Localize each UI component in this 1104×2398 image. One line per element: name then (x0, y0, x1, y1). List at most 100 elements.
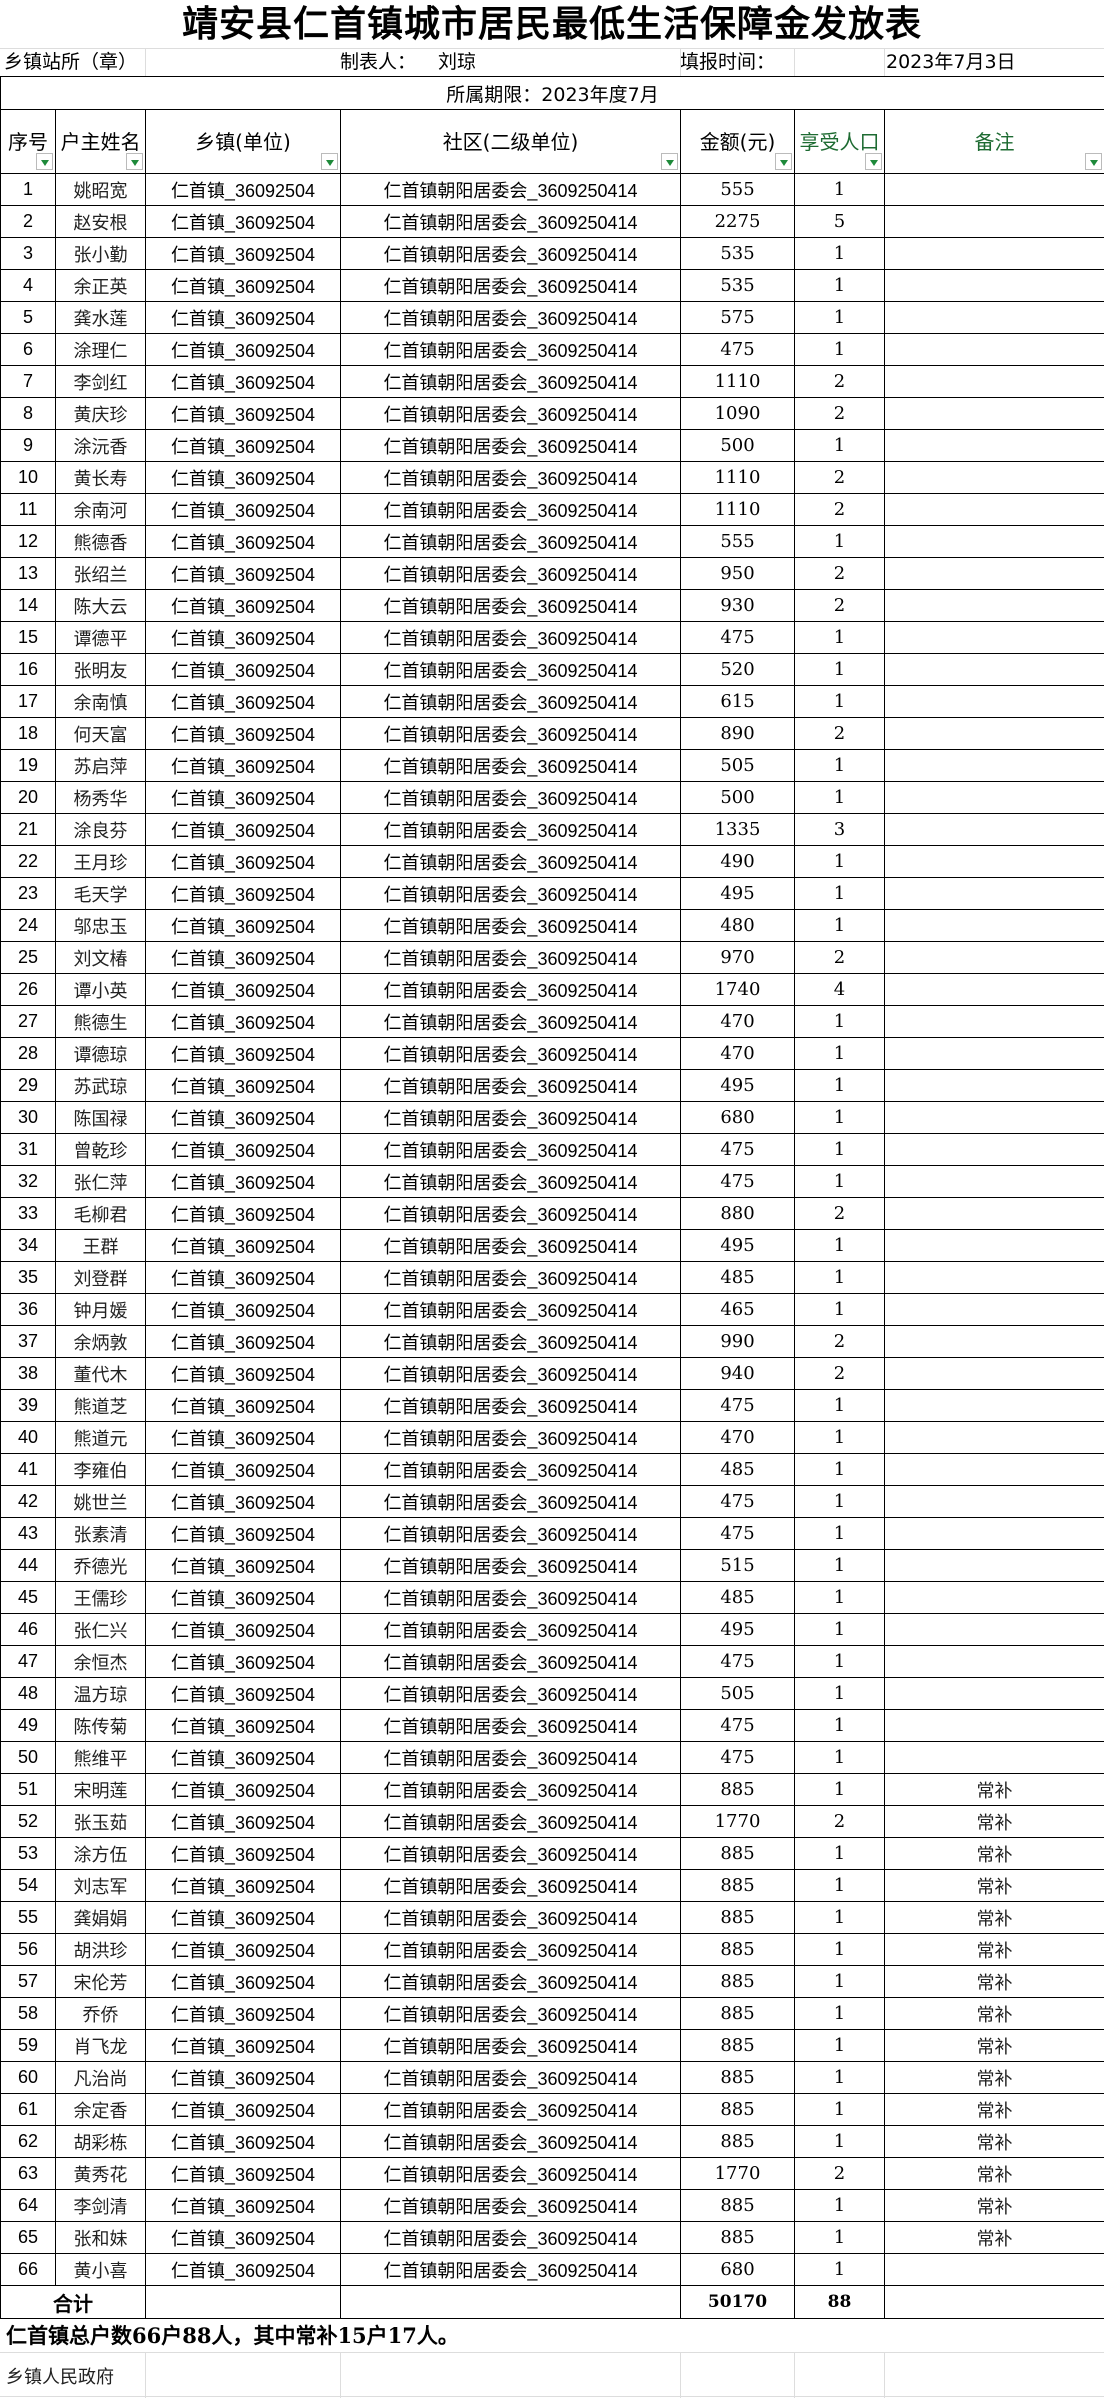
header-name[interactable]: 户主姓名 (56, 110, 146, 174)
town-cell: 仁首镇_36092504 (146, 270, 341, 302)
filter-dropdown-icon[interactable] (36, 153, 53, 170)
amount-cell: 1110 (681, 462, 795, 494)
row-number: 34 (1, 1230, 56, 1262)
householder-name: 何天富 (56, 718, 146, 750)
remark-cell (885, 1582, 1104, 1614)
amount-cell: 885 (681, 2190, 795, 2222)
remark-cell (885, 1166, 1104, 1198)
householder-name: 余炳敦 (56, 1326, 146, 1358)
community-cell: 仁首镇朝阳居委会_3609250414 (341, 1998, 681, 2030)
town-cell: 仁首镇_36092504 (146, 238, 341, 270)
householder-name: 黄庆珍 (56, 398, 146, 430)
town-cell: 仁首镇_36092504 (146, 206, 341, 238)
header-label: 社区(二级单位) (443, 130, 579, 154)
community-cell: 仁首镇朝阳居委会_3609250414 (341, 974, 681, 1006)
row-number: 30 (1, 1102, 56, 1134)
period-cell: 所属期限：2023年度7月 (1, 77, 1104, 110)
row-number: 52 (1, 1806, 56, 1838)
amount-cell: 490 (681, 846, 795, 878)
row-number: 36 (1, 1294, 56, 1326)
persons-cell: 1 (795, 1038, 885, 1070)
amount-cell: 1740 (681, 974, 795, 1006)
filter-dropdown-icon[interactable] (321, 153, 338, 170)
row-number: 2 (1, 206, 56, 238)
remark-cell (885, 1230, 1104, 1262)
persons-cell: 1 (795, 526, 885, 558)
remark-cell (885, 942, 1104, 974)
community-cell: 仁首镇朝阳居委会_3609250414 (341, 2126, 681, 2158)
header-no[interactable]: 序号 (1, 110, 56, 174)
community-cell: 仁首镇朝阳居委会_3609250414 (341, 1230, 681, 1262)
town-cell: 仁首镇_36092504 (146, 1678, 341, 1710)
town-cell: 仁首镇_36092504 (146, 782, 341, 814)
header-amount[interactable]: 金额(元) (681, 110, 795, 174)
persons-cell: 1 (795, 1166, 885, 1198)
filter-dropdown-icon[interactable] (661, 153, 678, 170)
community-cell: 仁首镇朝阳居委会_3609250414 (341, 1518, 681, 1550)
row-number: 66 (1, 2254, 56, 2286)
community-cell: 仁首镇朝阳居委会_3609250414 (341, 814, 681, 846)
persons-cell: 1 (795, 270, 885, 302)
filter-dropdown-icon[interactable] (1085, 153, 1102, 170)
row-number: 4 (1, 270, 56, 302)
header-remark[interactable]: 备注 (885, 110, 1104, 174)
town-cell: 仁首镇_36092504 (146, 302, 341, 334)
filter-dropdown-icon[interactable] (865, 153, 882, 170)
householder-name: 余南河 (56, 494, 146, 526)
town-cell: 仁首镇_36092504 (146, 1518, 341, 1550)
town-cell: 仁首镇_36092504 (146, 1614, 341, 1646)
row-number: 47 (1, 1646, 56, 1678)
community-cell: 仁首镇朝阳居委会_3609250414 (341, 1934, 681, 1966)
row-number: 13 (1, 558, 56, 590)
header-persons[interactable]: 享受人口 (795, 110, 885, 174)
filter-dropdown-icon[interactable] (126, 153, 143, 170)
amount-cell: 500 (681, 430, 795, 462)
amount-cell: 505 (681, 750, 795, 782)
persons-cell: 1 (795, 1390, 885, 1422)
header-town[interactable]: 乡镇(单位) (146, 110, 341, 174)
amount-cell: 520 (681, 654, 795, 686)
householder-name: 熊德生 (56, 1006, 146, 1038)
amount-cell: 480 (681, 910, 795, 942)
community-cell: 仁首镇朝阳居委会_3609250414 (341, 1646, 681, 1678)
persons-cell: 1 (795, 2222, 885, 2254)
householder-name: 龚水莲 (56, 302, 146, 334)
persons-cell: 1 (795, 1262, 885, 1294)
amount-cell: 485 (681, 1262, 795, 1294)
row-number: 14 (1, 590, 56, 622)
town-cell: 仁首镇_36092504 (146, 1934, 341, 1966)
community-cell: 仁首镇朝阳居委会_3609250414 (341, 1006, 681, 1038)
householder-name: 胡洪珍 (56, 1934, 146, 1966)
row-number: 10 (1, 462, 56, 494)
amount-cell: 475 (681, 334, 795, 366)
persons-cell: 4 (795, 974, 885, 1006)
householder-name: 黄小喜 (56, 2254, 146, 2286)
total-label: 合计 (1, 2286, 146, 2319)
row-number: 50 (1, 1742, 56, 1774)
householder-name: 黄长寿 (56, 462, 146, 494)
remark-cell (885, 1710, 1104, 1742)
householder-name: 李剑清 (56, 2190, 146, 2222)
remark-cell (885, 1390, 1104, 1422)
remark-cell (885, 302, 1104, 334)
remark-cell (885, 1262, 1104, 1294)
persons-cell: 1 (795, 1902, 885, 1934)
row-number: 17 (1, 686, 56, 718)
amount-cell: 475 (681, 1486, 795, 1518)
amount-cell: 680 (681, 1102, 795, 1134)
row-number: 8 (1, 398, 56, 430)
header-community[interactable]: 社区(二级单位) (341, 110, 681, 174)
filter-dropdown-icon[interactable] (775, 153, 792, 170)
